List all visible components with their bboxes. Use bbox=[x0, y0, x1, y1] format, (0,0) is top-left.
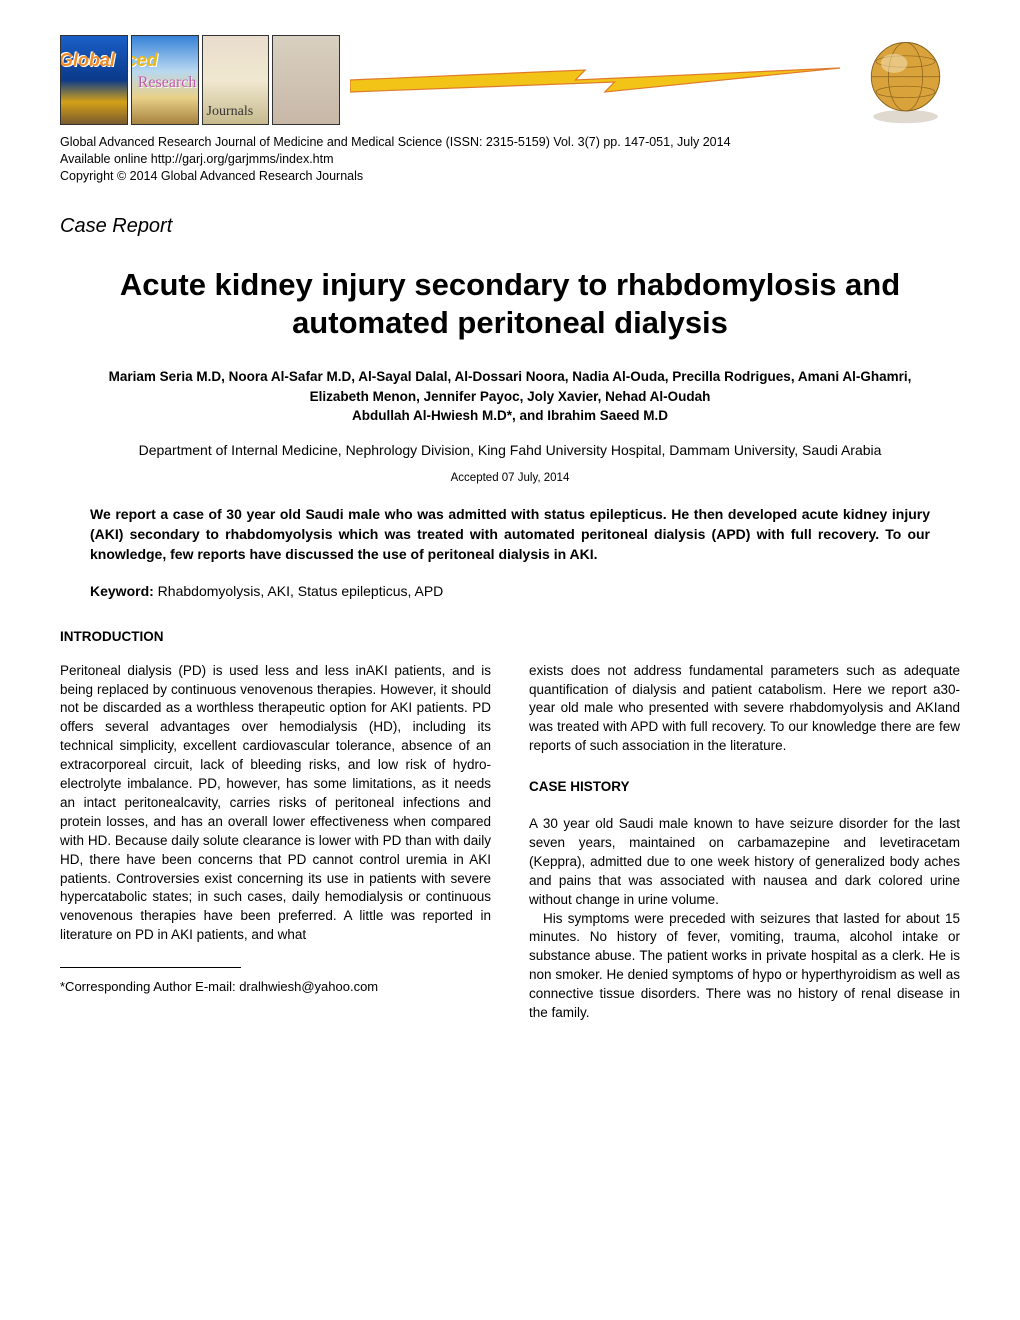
logo-text-research: Research bbox=[138, 74, 197, 92]
footnote-rule bbox=[60, 967, 241, 968]
case-paragraph-1: A 30 year old Saudi male known to have s… bbox=[529, 815, 960, 909]
introduction-heading: INTRODUCTION bbox=[60, 629, 960, 644]
logo-panel-1: Global bbox=[60, 35, 128, 125]
logo-panel-2: Advanced Research bbox=[131, 35, 199, 125]
introduction-paragraph-2: exists does not address fundamental para… bbox=[529, 662, 960, 756]
logo-text-global: Global bbox=[60, 50, 115, 71]
affiliation: Department of Internal Medicine, Nephrol… bbox=[60, 442, 960, 458]
logo-panel-3: Journals bbox=[202, 35, 270, 125]
keywords-values: Rhabdomyolysis, AKI, Status epilepticus,… bbox=[154, 583, 443, 599]
case-paragraph-2: His symptoms were preceded with seizures… bbox=[529, 910, 960, 1023]
article-title: Acute kidney injury secondary to rhabdom… bbox=[60, 266, 960, 344]
accepted-date: Accepted 07 July, 2014 bbox=[60, 472, 960, 484]
keywords-label: Keyword: bbox=[90, 583, 154, 599]
journal-logo: Global Advanced Research Journals bbox=[60, 35, 340, 125]
logo-text-journals: Journals bbox=[207, 104, 254, 120]
case-history-heading: CASE HISTORY bbox=[529, 778, 960, 797]
author-list: Mariam Seria M.D, Noora Al-Safar M.D, Al… bbox=[60, 367, 960, 426]
journal-copyright: Copyright © 2014 Global Advanced Researc… bbox=[60, 168, 960, 185]
journal-logo-banner: Global Advanced Research Journals bbox=[60, 30, 960, 130]
abstract-text: We report a case of 30 year old Saudi ma… bbox=[90, 504, 930, 565]
globe-icon bbox=[850, 33, 960, 128]
keywords: Keyword: Rhabdomyolysis, AKI, Status epi… bbox=[90, 583, 930, 599]
journal-url: Available online http://garj.org/garjmms… bbox=[60, 151, 960, 168]
journal-citation: Global Advanced Research Journal of Medi… bbox=[60, 134, 960, 151]
introduction-paragraph-1: Peritoneal dialysis (PD) is used less an… bbox=[60, 662, 491, 945]
authors-line-1: Mariam Seria M.D, Noora Al-Safar M.D, Al… bbox=[80, 367, 940, 406]
journal-metadata: Global Advanced Research Journal of Medi… bbox=[60, 134, 960, 185]
logo-panel-4 bbox=[272, 35, 340, 125]
authors-line-2: Abdullah Al-Hwiesh M.D*, and Ibrahim Sae… bbox=[80, 406, 940, 426]
corresponding-author-footnote: *Corresponding Author E-mail: dralhwiesh… bbox=[60, 978, 491, 996]
abstract-block: We report a case of 30 year old Saudi ma… bbox=[60, 504, 960, 599]
lightning-bolt-icon bbox=[350, 50, 840, 110]
logo-text-advanced: Advanced bbox=[131, 50, 158, 71]
article-type: Case Report bbox=[60, 215, 960, 238]
body-columns: Peritoneal dialysis (PD) is used less an… bbox=[60, 662, 960, 1023]
